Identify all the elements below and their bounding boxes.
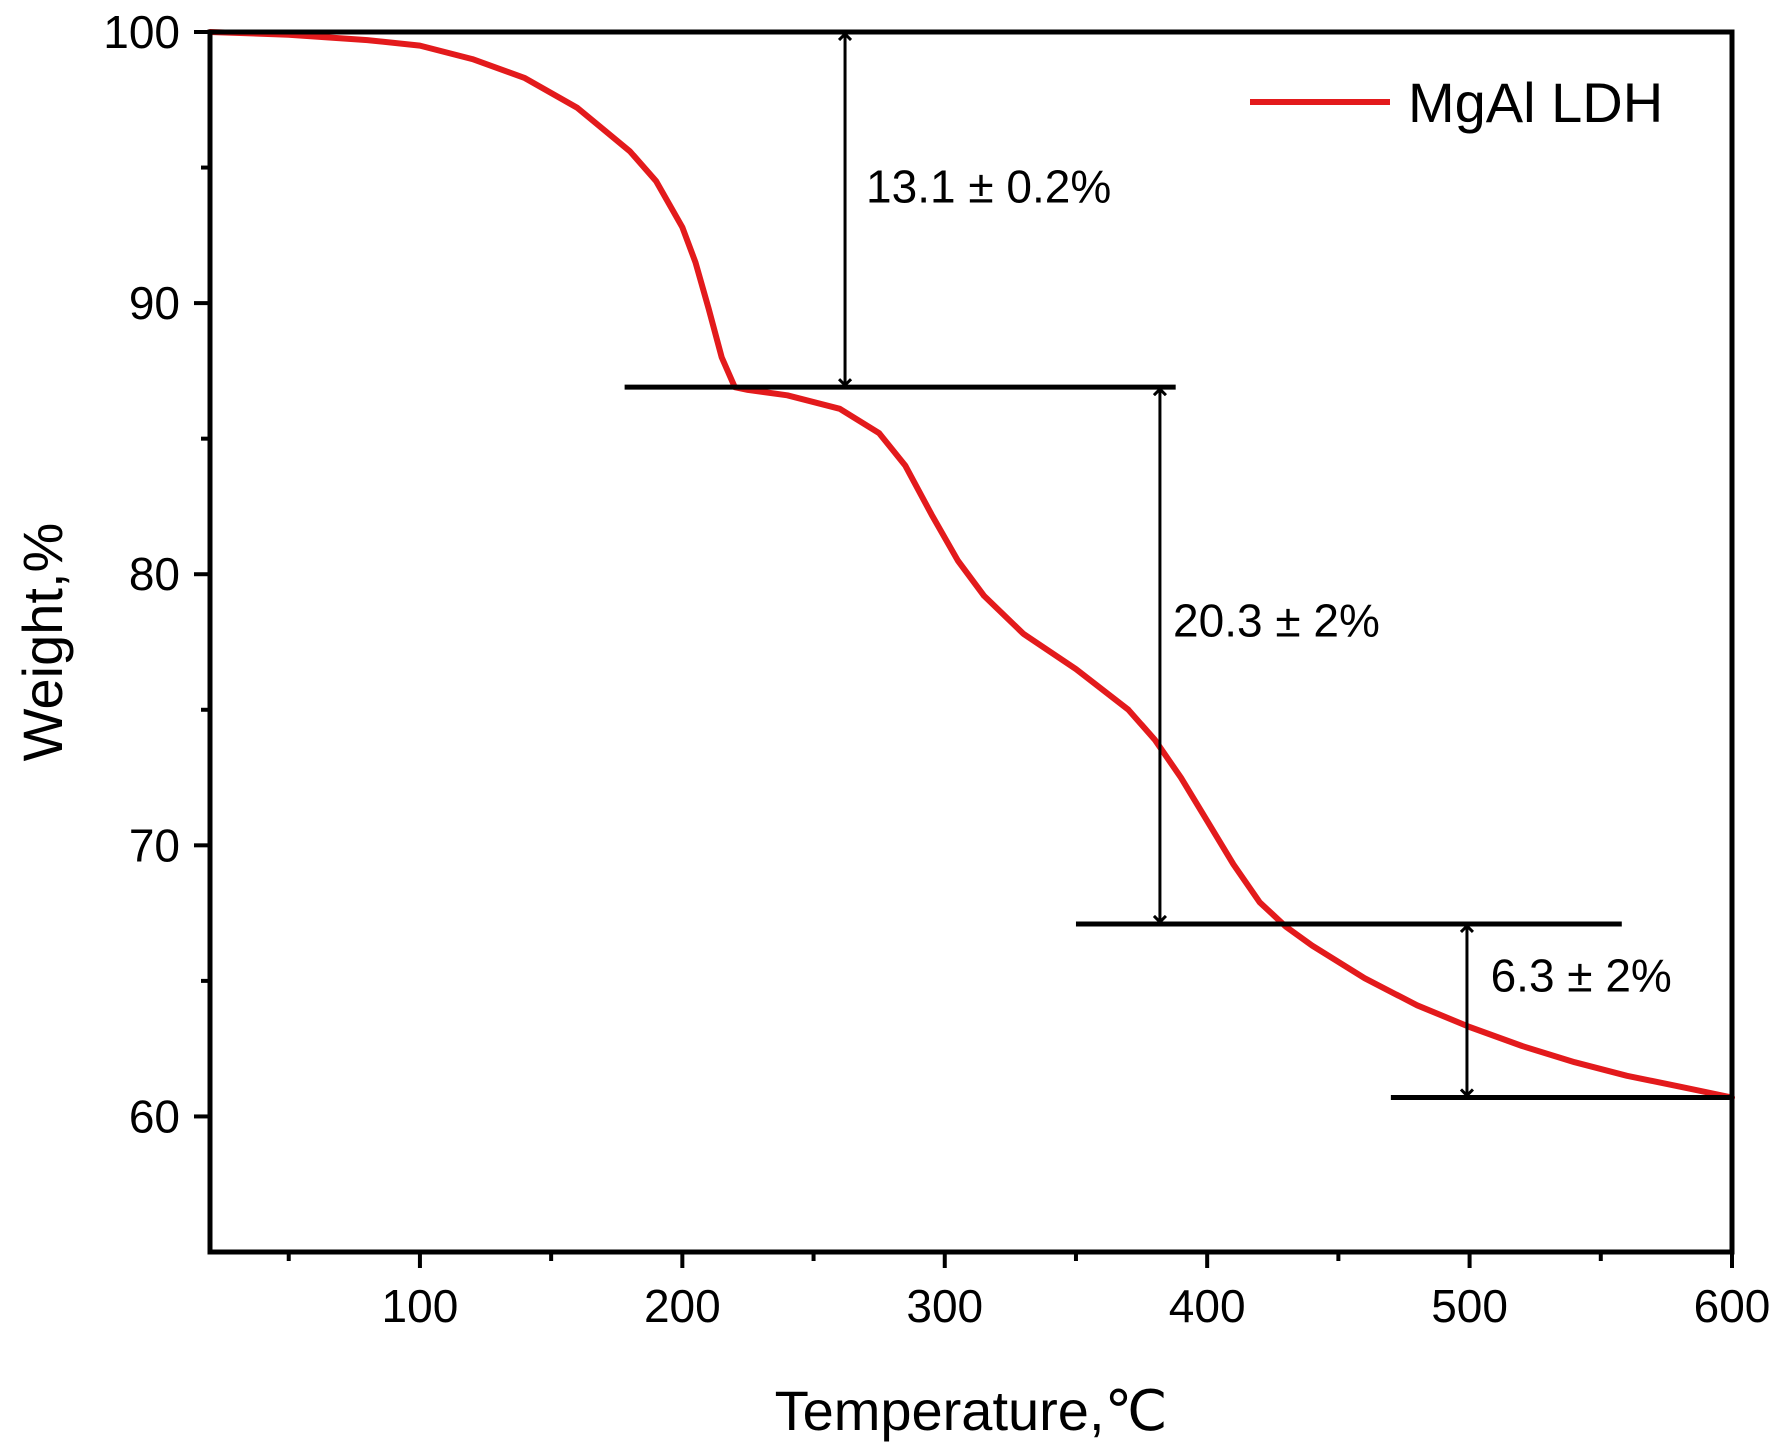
y-tick-label: 60 <box>129 1090 180 1142</box>
x-tick-label: 300 <box>906 1280 983 1332</box>
y-tick-label: 80 <box>129 548 180 600</box>
ticks-layer: 100 200 300 400 500 600 60 70 80 90 100 <box>103 6 1770 1332</box>
annotation-arrows: 13.1 ± 0.2% 20.3 ± 2% 6.3 ± 2% <box>845 34 1672 1095</box>
x-tick-label: 600 <box>1694 1280 1771 1332</box>
x-tick-label: 200 <box>644 1280 721 1332</box>
series-line-mgal-ldh <box>207 29 1735 1101</box>
x-tick-label: 400 <box>1169 1280 1246 1332</box>
legend-label-mgal-ldh: MgAl LDH <box>1408 71 1663 134</box>
annotation-label: 13.1 ± 0.2% <box>866 161 1111 213</box>
y-tick-label: 70 <box>129 819 180 871</box>
annotation-label: 6.3 ± 2% <box>1491 949 1672 1001</box>
plot-layer <box>207 29 1735 1101</box>
y-tick-label: 90 <box>129 277 180 329</box>
plot-frame <box>207 29 1735 1255</box>
y-axis-title: Weight,% <box>11 523 74 762</box>
y-tick-label: 100 <box>103 6 180 58</box>
x-axis-title: Temperature,℃ <box>775 1379 1168 1442</box>
annotation-label: 20.3 ± 2% <box>1173 594 1380 646</box>
x-tick-label: 500 <box>1431 1280 1508 1332</box>
x-tick-label: 100 <box>382 1280 459 1332</box>
legend: MgAl LDH <box>1250 71 1663 134</box>
